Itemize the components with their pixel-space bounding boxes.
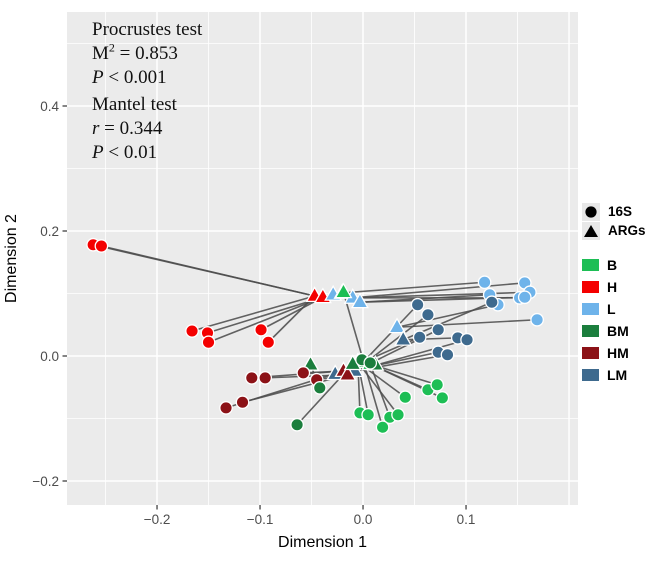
- data-point-circle-hm: [235, 395, 250, 410]
- procrustes-segment: [341, 281, 486, 294]
- data-point-circle-hm: [244, 371, 259, 385]
- legend-item-l: L: [582, 298, 646, 320]
- stats-annotation: Procrustes test M2 = 0.853 P < 0.001 Man…: [92, 18, 202, 165]
- procrustes-test-title: Procrustes test: [92, 19, 203, 40]
- data-point-triangle-l: [388, 317, 407, 334]
- x-tick-label: 0.0: [354, 512, 373, 527]
- data-point-circle-hm: [219, 401, 233, 415]
- mantel-r-line: r = 0.344: [92, 118, 163, 139]
- legend-item-hm: HM: [582, 342, 646, 364]
- procrustes-segment: [396, 303, 499, 329]
- legend-item-args: ARGs: [582, 221, 646, 240]
- x-axis-title: Dimension 1: [278, 534, 367, 551]
- color-swatch-lm: [582, 369, 599, 381]
- y-tick-label: −0.2: [32, 474, 59, 489]
- procrustes-segment: [402, 337, 459, 341]
- data-point-circle-h: [254, 322, 268, 337]
- data-point-circle-lm: [431, 322, 446, 337]
- data-point-circle-b: [375, 420, 390, 435]
- procrustes-segment: [396, 318, 538, 329]
- procrustes-segment: [260, 296, 324, 331]
- legend-label-args: ARGs: [608, 223, 646, 238]
- data-point-circle-lm: [410, 297, 425, 312]
- data-point-triangle-l: [350, 292, 369, 309]
- triangle-shape-key: [582, 221, 600, 240]
- legend-label-hm: HM: [607, 345, 629, 361]
- color-legend: B H L BM HM LM: [582, 254, 646, 386]
- circle-icon: [585, 205, 597, 218]
- data-point-circle-lm: [460, 332, 474, 347]
- data-point-circle-h: [201, 335, 216, 350]
- mantel-test-title: Mantel test: [92, 94, 177, 115]
- data-point-circle-lm: [412, 330, 427, 345]
- mantel-p-line: P < 0.01: [92, 142, 158, 163]
- legend-item-lm: LM: [582, 364, 646, 386]
- data-point-triangle-bm: [301, 354, 320, 371]
- y-axis-title: Dimension 2: [3, 214, 20, 303]
- data-point-circle-b: [435, 391, 450, 405]
- legend-label-h: H: [607, 279, 618, 295]
- data-point-circle-b: [361, 407, 376, 422]
- y-tick-label: 0.0: [40, 349, 59, 364]
- data-point-circle-bm: [363, 356, 378, 370]
- procrustes-segment: [357, 361, 399, 416]
- color-swatch-l: [582, 303, 599, 315]
- data-point-circle-bm: [312, 381, 327, 395]
- data-point-circle-hm: [296, 366, 311, 380]
- legend-item-bm: BM: [582, 320, 646, 342]
- y-tick-label: 0.4: [40, 99, 59, 114]
- data-point-triangle-lm: [394, 329, 413, 346]
- x-tick-label: 0.1: [457, 512, 476, 527]
- data-point-circle-lm: [421, 307, 435, 322]
- legend-label-lm: LM: [607, 367, 628, 383]
- y-tick-label: 0.2: [40, 224, 59, 239]
- legend-item-16s: 16S: [582, 202, 646, 221]
- m-squared-line: M2 = 0.853: [92, 40, 178, 64]
- data-point-circle-l: [530, 312, 544, 327]
- data-point-circle-h: [94, 239, 109, 253]
- legend-label-l: L: [607, 301, 616, 317]
- legend-label-bm: BM: [607, 323, 629, 339]
- legend-label-16s: 16S: [608, 204, 633, 219]
- color-swatch-b: [582, 259, 599, 271]
- color-swatch-bm: [582, 325, 599, 337]
- procrustes-segment: [207, 296, 324, 344]
- procrustes-segment: [191, 295, 316, 332]
- x-tick-label: −0.2: [144, 512, 171, 527]
- legend-item-h: H: [582, 276, 646, 298]
- data-point-circle-h: [185, 324, 199, 338]
- procrustes-segment: [206, 296, 324, 334]
- data-point-circle-b: [430, 377, 445, 392]
- legend-label-b: B: [607, 257, 618, 273]
- triangle-icon: [584, 224, 598, 237]
- data-point-triangle-hm: [338, 364, 357, 381]
- data-point-circle-b: [398, 390, 413, 405]
- data-point-circle-b: [391, 407, 405, 422]
- color-swatch-h: [582, 281, 599, 293]
- procrustes-segment: [100, 245, 316, 297]
- data-point-circle-l: [477, 275, 492, 290]
- color-swatch-hm: [582, 347, 599, 359]
- plot-legend: 16S ARGs B H L BM HM LM: [582, 202, 646, 386]
- data-point-circle-h: [261, 335, 276, 350]
- data-point-circle-l: [517, 290, 532, 305]
- procrustes-segment: [351, 282, 526, 299]
- x-tick-label: −0.1: [247, 512, 274, 527]
- data-point-circle-bm: [290, 417, 304, 432]
- data-point-circle-hm: [258, 371, 273, 385]
- procrustes-segment: [351, 291, 531, 299]
- data-point-circle-lm: [440, 347, 455, 362]
- procrustes-segment: [267, 295, 316, 344]
- circle-shape-key: [582, 202, 600, 221]
- data-point-circle-lm: [484, 295, 499, 310]
- legend-item-b: B: [582, 254, 646, 276]
- data-point-triangle-b: [334, 282, 353, 299]
- procrustes-p-line: P < 0.001: [92, 67, 167, 88]
